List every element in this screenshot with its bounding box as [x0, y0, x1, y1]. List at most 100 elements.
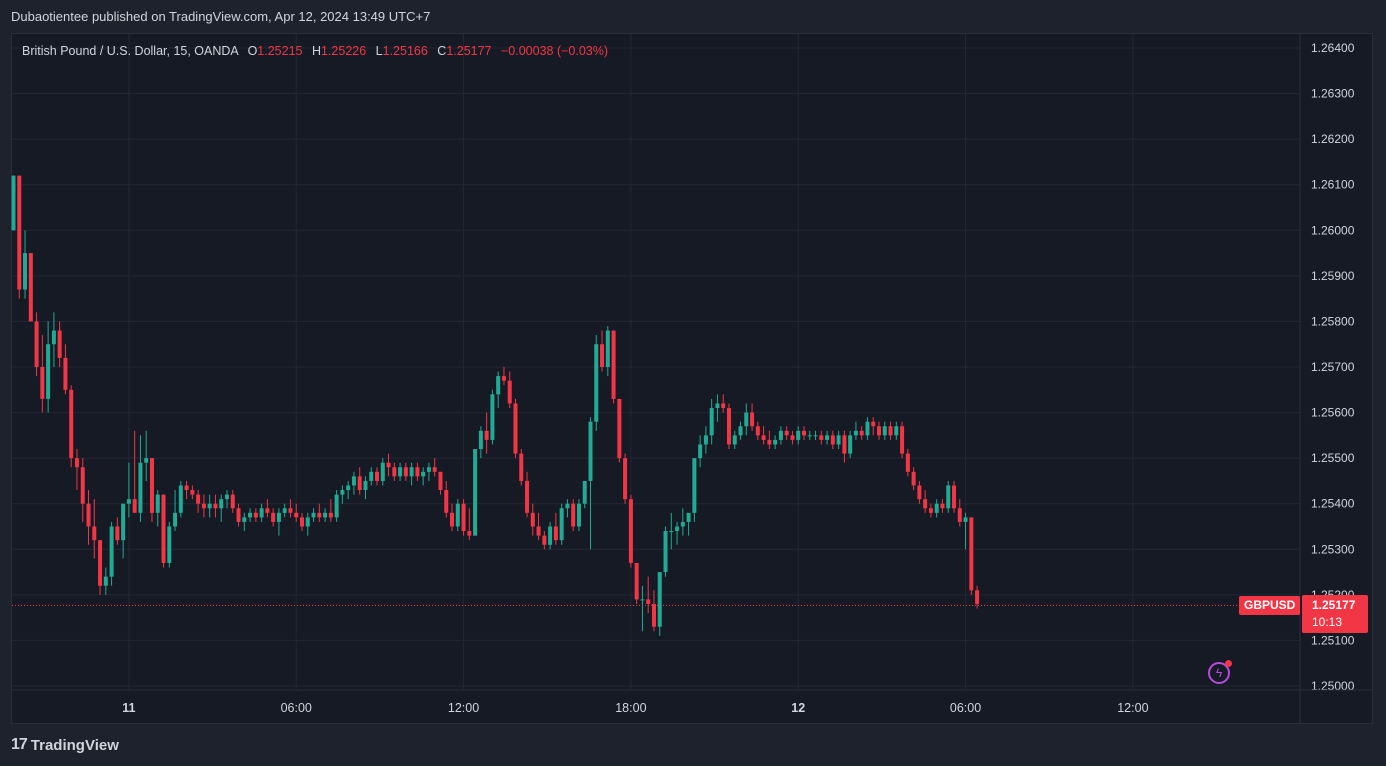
candle-body	[109, 526, 114, 577]
candle-body	[190, 490, 195, 495]
candle-body	[155, 494, 160, 513]
candle-body	[450, 512, 455, 527]
candle-body	[34, 321, 39, 367]
candle-body	[219, 499, 224, 509]
candle-body	[877, 426, 881, 436]
candle-body	[74, 458, 79, 468]
chart-pane[interactable]	[11, 33, 1373, 724]
candle-body	[501, 376, 506, 381]
candle-body	[196, 494, 201, 504]
candle-body	[415, 467, 420, 477]
x-axis-tick-label: 12:00	[1117, 701, 1148, 715]
candle-body	[853, 430, 858, 436]
legend-instrument: British Pound / U.S. Dollar, 15, OANDA	[22, 44, 239, 58]
candle-body	[617, 398, 622, 459]
candle-body	[409, 467, 414, 477]
candle-body	[882, 426, 887, 436]
candle-body	[294, 512, 299, 518]
candle-body	[761, 435, 766, 440]
candle-body	[525, 480, 530, 513]
candle-body	[201, 503, 206, 509]
candle-body	[669, 531, 674, 533]
candle-body	[259, 508, 264, 518]
candle-body	[623, 458, 628, 500]
candle-body	[963, 517, 968, 522]
legend-open-value: 1.25215	[257, 44, 303, 58]
lightning-icon[interactable]: ϟ	[1208, 660, 1232, 684]
candle-body	[605, 330, 610, 367]
y-axis-tick-label: 1.25700	[1311, 360, 1355, 374]
candle-body	[121, 503, 126, 541]
x-axis-tick-label: 12	[791, 701, 805, 715]
candle-body	[282, 508, 287, 513]
candle-body	[773, 439, 778, 445]
candle-body	[276, 512, 281, 522]
candle-body	[184, 485, 189, 491]
legend-high-value: 1.25226	[321, 44, 367, 58]
candle-body	[900, 426, 905, 454]
candle-body	[646, 599, 651, 604]
candle-body	[40, 367, 45, 399]
y-axis-tick-label: 1.25300	[1311, 542, 1355, 556]
y-axis-tick-label: 1.26400	[1311, 41, 1355, 55]
candle-body	[392, 467, 397, 477]
candle-body	[917, 485, 922, 500]
notification-dot	[1225, 660, 1232, 667]
candle-body	[363, 480, 368, 491]
candle-body	[248, 512, 253, 518]
candle-body	[386, 462, 391, 468]
candle-body	[178, 485, 183, 513]
candle-body	[519, 453, 524, 481]
candle-body	[957, 508, 962, 522]
candle-body	[548, 526, 553, 545]
candle-body	[375, 471, 380, 481]
candle-body	[536, 526, 541, 536]
candle-body	[871, 421, 876, 427]
y-axis-tick-label: 1.25500	[1311, 451, 1355, 465]
candle-body	[17, 175, 22, 290]
legend-close-label: C	[437, 44, 447, 58]
candle-body	[928, 508, 933, 513]
candle-body	[709, 408, 714, 436]
candle-body	[132, 499, 137, 513]
candle-body	[865, 421, 870, 436]
candle-body	[807, 435, 812, 437]
candle-body	[732, 435, 737, 445]
candle-body	[657, 572, 662, 627]
candle-body	[675, 526, 680, 532]
candle-body	[692, 458, 697, 513]
y-axis-tick-label: 1.25800	[1311, 314, 1355, 328]
bar-countdown: 10:13	[1312, 615, 1343, 629]
candle-body	[86, 503, 91, 527]
candle-body	[473, 449, 478, 536]
candle-body	[69, 389, 74, 459]
candle-body	[421, 471, 426, 477]
x-axis-tick-label: 18:00	[615, 701, 646, 715]
candle-body	[680, 521, 685, 527]
candle-body	[600, 344, 605, 367]
candle-body	[842, 435, 847, 454]
candle-body	[888, 426, 893, 436]
candle-body	[242, 517, 247, 522]
candle-body	[507, 380, 512, 404]
tradingview-logo-mark: 17	[11, 736, 28, 753]
candle-body	[149, 458, 154, 513]
candle-body	[946, 485, 951, 509]
x-axis-tick-label: 06:00	[281, 701, 312, 715]
candle-body	[403, 467, 408, 477]
candle-body	[103, 576, 108, 586]
candle-body	[253, 512, 258, 518]
candle-body	[715, 403, 720, 409]
candle-body	[490, 394, 495, 440]
candle-body	[126, 499, 131, 504]
y-axis-tick-label: 1.25400	[1311, 497, 1355, 511]
candle-body	[236, 508, 241, 522]
candle-body	[726, 408, 731, 445]
y-axis-tick-label: 1.25600	[1311, 406, 1355, 420]
candle-body	[317, 512, 322, 518]
candle-body	[975, 590, 980, 604]
candle-body	[478, 430, 483, 450]
tradingview-logo[interactable]: 17 TradingView	[11, 736, 119, 754]
candle-body	[825, 435, 830, 440]
